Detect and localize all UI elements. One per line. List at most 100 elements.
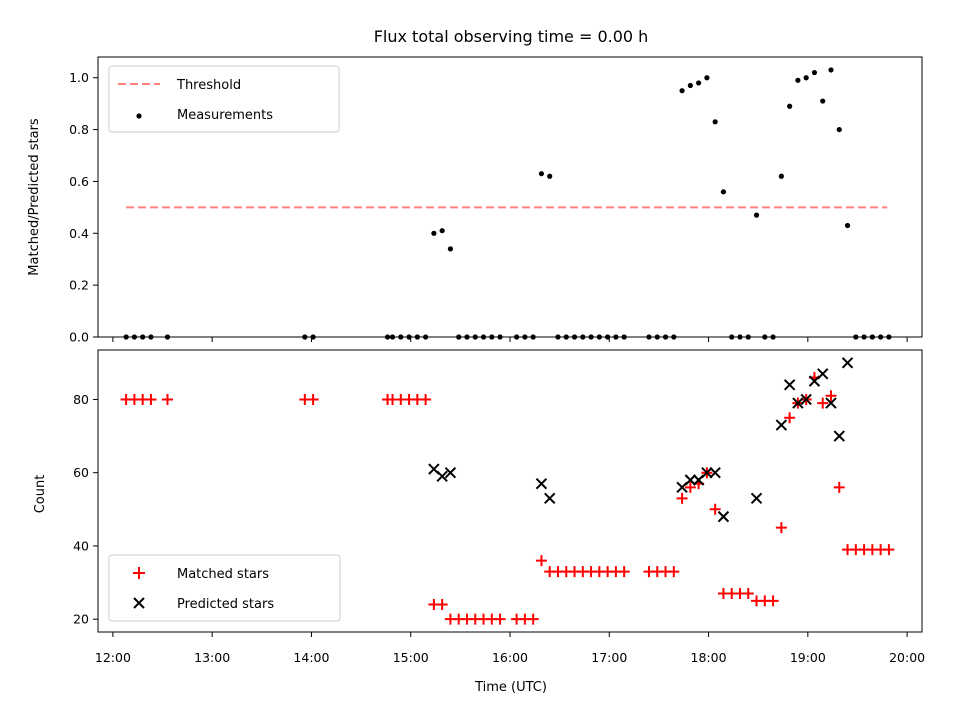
top-y-tick-label: 0.4	[69, 226, 89, 241]
measurement-point	[778, 173, 784, 179]
bottom-y-axis-label: Count	[33, 475, 48, 514]
top-plot-area	[123, 67, 892, 340]
bottom-x-tick-label: 17:00	[591, 650, 627, 665]
top-legend: Threshold Measurements	[108, 65, 340, 133]
bottom-ticks: 20 40 60 80 12:00 13:00 14:00 15:00 16:00 17:00 18…	[73, 392, 925, 665]
top-chart-title: Flux total observing time = 0.00 h	[374, 27, 649, 46]
bottom-x-tick-label: 18:00	[691, 650, 727, 665]
predicted-star-point	[701, 466, 713, 479]
bottom-y-tick-label: 80	[73, 392, 89, 407]
bottom-x-axis-label: Time (UTC)	[474, 680, 547, 695]
matched-star-point	[767, 595, 779, 607]
legend-threshold-label: Threshold	[176, 78, 241, 93]
bottom-plot-area	[120, 357, 895, 625]
matched-star-point	[784, 412, 796, 424]
bottom-x-tick-label: 14:00	[293, 650, 329, 665]
measurement-point	[828, 67, 834, 73]
top-y-axis-label: Matched/Predicted stars	[27, 118, 42, 276]
predicted-star-point	[750, 492, 763, 505]
legend-measurements-label: Measurements	[177, 108, 273, 123]
bottom-x-tick-label: 19:00	[790, 650, 826, 665]
measurement-point	[836, 126, 842, 133]
measurement-point	[803, 75, 809, 81]
top-panel: Flux total observing time = 0.00 h Match…	[27, 27, 923, 345]
matched-star-point	[817, 397, 829, 409]
predicted-star-point	[436, 470, 448, 483]
matched-star-point	[161, 393, 173, 405]
matched-star-point	[709, 503, 721, 515]
predicted-star-point	[833, 430, 845, 442]
matched-star-point	[145, 393, 157, 405]
top-y-tick-label: 0.2	[69, 278, 89, 293]
measurement-point	[439, 228, 445, 234]
bottom-legend: Matched stars Predicted stars	[108, 554, 341, 622]
measurement-point	[547, 173, 553, 179]
predicted-star-point	[444, 466, 457, 479]
bottom-x-tick-label: 13:00	[194, 650, 230, 665]
bottom-y-tick-label: 20	[73, 612, 89, 627]
matched-star-point	[684, 481, 696, 493]
top-y-tick-label: 0.8	[69, 122, 89, 137]
predicted-star-point	[841, 357, 854, 369]
matched-star-point	[676, 492, 688, 504]
measurement-point	[447, 246, 454, 252]
measurement-point	[712, 119, 718, 125]
measurement-point	[753, 212, 760, 218]
matched-star-point	[668, 566, 680, 578]
measurement-point	[431, 230, 437, 236]
legend-matched-label: Matched stars	[177, 567, 269, 582]
measurement-point	[844, 222, 851, 229]
predicted-star-point	[684, 474, 697, 486]
matched-star-point	[833, 481, 845, 493]
measurement-point	[720, 189, 727, 195]
top-y-tick-label: 1.0	[69, 70, 89, 85]
matched-star-point	[527, 613, 539, 625]
matched-star-point	[883, 544, 895, 556]
predicted-star-point	[825, 397, 837, 409]
matched-star-point	[535, 555, 547, 567]
predicted-star-point	[709, 466, 721, 479]
measurement-point	[687, 82, 693, 89]
legend-plus-marker	[133, 567, 145, 579]
bottom-panel: Count Time (UTC) 20 40 60 80 12:00 13:00 14:00…	[33, 349, 925, 695]
predicted-star-point	[800, 393, 812, 406]
top-ticks: 0.0 0.2 0.4 0.6 0.8 1.0	[69, 70, 908, 345]
top-legend-box	[108, 65, 340, 133]
legend-predicted-label: Predicted stars	[177, 597, 274, 612]
measurement-point	[679, 88, 685, 94]
matched-star-point	[742, 588, 754, 600]
legend-measurement-marker	[136, 113, 142, 119]
predicted-star-point	[717, 510, 730, 523]
legend-x-marker	[133, 597, 145, 609]
matched-star-point	[436, 599, 448, 611]
top-y-tick-label: 0.0	[69, 330, 89, 345]
bottom-y-tick-label: 40	[73, 538, 89, 553]
predicted-star-point	[792, 397, 804, 409]
predicted-star-point	[817, 368, 829, 380]
measurement-point	[820, 98, 826, 104]
top-axes-frame	[97, 56, 923, 338]
matched-star-point	[618, 566, 630, 578]
measurement-point	[811, 69, 818, 76]
measurement-point	[787, 103, 793, 109]
measurement-point	[704, 75, 710, 81]
predicted-star-point	[535, 477, 548, 490]
matched-star-point	[494, 613, 506, 625]
bottom-x-tick-label: 15:00	[393, 650, 429, 665]
measurement-point	[538, 171, 545, 177]
bottom-x-tick-label: 12:00	[95, 650, 131, 665]
bottom-x-tick-label: 20:00	[889, 650, 925, 665]
predicted-star-point	[783, 379, 796, 391]
predicted-star-point	[775, 419, 788, 431]
matched-star-point	[825, 390, 837, 402]
bottom-axes-frame	[97, 349, 923, 633]
bottom-y-tick-label: 60	[73, 465, 89, 480]
measurement-point	[696, 80, 702, 86]
bottom-legend-box	[108, 554, 341, 622]
matched-star-point	[775, 522, 787, 534]
matched-star-point	[420, 393, 432, 405]
bottom-x-tick-label: 16:00	[492, 650, 528, 665]
measurement-point	[795, 77, 801, 83]
predicted-star-point	[544, 492, 556, 505]
